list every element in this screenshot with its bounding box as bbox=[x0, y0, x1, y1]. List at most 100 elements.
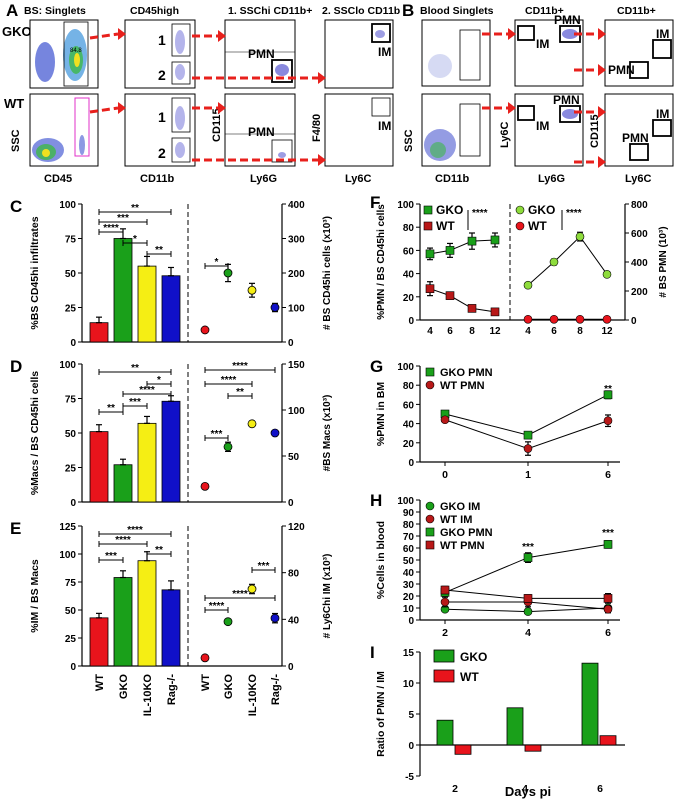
right-y-d-tick-label: 100 bbox=[288, 406, 305, 417]
b-col3-title: CD11b+ bbox=[617, 5, 656, 17]
panel-letter-h: H bbox=[370, 491, 382, 510]
legend-swatch-i-0 bbox=[433, 649, 455, 663]
y-i-tick-label: 10 bbox=[403, 679, 415, 690]
y-h-tick-label: 40 bbox=[403, 568, 415, 579]
right-y-f-tick-label: 400 bbox=[631, 258, 648, 269]
im-label-b4: IM bbox=[656, 107, 669, 121]
bar-c-2 bbox=[137, 265, 157, 343]
x-tick-right-f: 8 bbox=[577, 326, 583, 337]
right-y-e-tick-label: 40 bbox=[288, 615, 300, 626]
plot-b-gko-ly6g bbox=[514, 19, 584, 87]
legend-label-h-0: GKO IM bbox=[440, 501, 480, 513]
dot-e-2 bbox=[247, 584, 257, 594]
sig-e-4: **** bbox=[209, 601, 225, 612]
gate-1-gko: 1 bbox=[158, 32, 166, 48]
dot-c-2 bbox=[247, 285, 257, 295]
pmn-label-b3: PMN bbox=[608, 63, 635, 77]
y-h-tick-label: 70 bbox=[403, 532, 415, 543]
right-y-f-tick-label: 600 bbox=[631, 229, 648, 240]
x-tick-right-f: 12 bbox=[601, 326, 613, 337]
pmn-label-b2: PMN bbox=[553, 93, 580, 107]
right-y-c-tick-label: 0 bbox=[288, 338, 294, 349]
panel-letter-i: I bbox=[370, 643, 375, 662]
dot-e-1 bbox=[223, 617, 233, 627]
sig-d-7: ** bbox=[236, 387, 244, 398]
y-g-tick-label: 40 bbox=[403, 420, 415, 431]
legend-swatch-gko-left bbox=[423, 205, 433, 215]
sig-f-0: **** bbox=[472, 208, 488, 219]
sig-d-0: ** bbox=[131, 363, 139, 374]
left-ylabel-f: %PMN / BS CD45hi cells bbox=[376, 204, 387, 320]
im-label-b2: IM bbox=[536, 119, 549, 133]
dot-d-3 bbox=[270, 428, 280, 438]
x-tick-right-f: 4 bbox=[525, 326, 531, 337]
f-left-wt-point-0 bbox=[425, 284, 435, 293]
ylabel-g: %PMN in BM bbox=[375, 382, 387, 446]
left-y-e-tick-label: 0 bbox=[70, 662, 76, 673]
axis-x-cd45: CD45 bbox=[44, 173, 72, 185]
legend-label-h-3: WT PMN bbox=[440, 540, 485, 552]
bar-e-1 bbox=[113, 577, 133, 667]
left-y-c-tick-label: 25 bbox=[65, 304, 77, 315]
col2-title: CD45high bbox=[130, 5, 179, 17]
panel-f-chart: F 0 20 40 60 80 100 0 200 400 600 800 %PMN / BS CD45… bbox=[350, 190, 676, 350]
dot-x-label-1: GKO bbox=[223, 674, 235, 700]
sig-e-6: **** bbox=[232, 589, 248, 600]
y-g-tick-label: 60 bbox=[403, 400, 415, 411]
axis-y-ssc-b: SSC bbox=[403, 129, 415, 152]
panel-e-chart: E 0 25 50 75 100 125 0 40 80 120 %IM / BS Macs # Ly6… bbox=[0, 512, 350, 800]
right-y-c-tick-label: 300 bbox=[288, 235, 305, 246]
axis-x-ly6g-a: Ly6G bbox=[250, 173, 277, 185]
dot-x-label-2: IL-10KO bbox=[247, 674, 259, 717]
legend-label-h-1: WT IM bbox=[440, 514, 472, 526]
f-right-wt-point-2 bbox=[575, 314, 585, 324]
f-left-wt-line bbox=[429, 288, 496, 313]
series-g-0-point-1 bbox=[523, 430, 533, 440]
series-h-1-point-2 bbox=[603, 604, 613, 614]
dot-d-0 bbox=[200, 481, 210, 491]
right-y-e-tick-label: 0 bbox=[288, 662, 294, 673]
panel-c-chart: C 0 25 50 75 100 0 100 200 300 400 %BS CD45hi infil… bbox=[0, 190, 350, 350]
left-y-d-tick-label: 25 bbox=[65, 464, 77, 475]
f-right-gko-line bbox=[527, 235, 608, 286]
bar-d-2 bbox=[137, 422, 157, 503]
legend-label-gko-right: GKO bbox=[528, 203, 555, 217]
plot-a-wt-cd45 bbox=[124, 93, 196, 167]
x-tick-label-h: 6 bbox=[605, 627, 611, 639]
col1-title: BS: Singlets bbox=[24, 5, 86, 17]
sig-d-2: **** bbox=[139, 385, 155, 396]
dot-e-3 bbox=[270, 613, 280, 623]
plot-a-gko-pmn bbox=[224, 19, 296, 89]
sig-e-3: ** bbox=[155, 545, 163, 556]
dot-e-0 bbox=[200, 653, 210, 663]
gko-singlet-pct: 84.8 bbox=[70, 48, 82, 54]
f-left-gko-point-0 bbox=[425, 249, 435, 259]
bar-e-0 bbox=[89, 617, 109, 667]
axis-y-f480-a: F4/80 bbox=[311, 114, 323, 142]
gate-2-wt: 2 bbox=[158, 145, 166, 161]
sig-f-1: **** bbox=[566, 208, 582, 219]
gating-arrows-b bbox=[482, 28, 606, 168]
bar-d-1 bbox=[113, 464, 133, 503]
bar-i-1-1 bbox=[524, 744, 542, 752]
legend-swatch-gko-right bbox=[515, 205, 525, 215]
f-left-gko-point-3 bbox=[490, 235, 500, 245]
gate-2-gko: 2 bbox=[158, 67, 166, 83]
x-tick-label-g: 1 bbox=[525, 469, 531, 481]
legend-label-i-1: WT bbox=[460, 670, 479, 684]
x-label-1: GKO bbox=[118, 674, 130, 700]
x-tick-right-f: 6 bbox=[551, 326, 557, 337]
axis-y-cd115-b: CD115 bbox=[589, 114, 601, 148]
right-y-c-tick-label: 200 bbox=[288, 269, 305, 280]
sig-e-2: *** bbox=[105, 551, 117, 562]
panel-a-flow: A GKO WT BS: Singlets CD45high 1. SSChi … bbox=[0, 0, 410, 190]
x-tick-label-i: 6 bbox=[597, 783, 603, 795]
sig-d-8: *** bbox=[211, 429, 223, 440]
dot-x-label-3: Rag-/- bbox=[270, 674, 282, 706]
left-y-f-tick-label: 20 bbox=[403, 293, 415, 304]
f-right-wt-point-3 bbox=[602, 314, 612, 324]
legend-label-i-0: GKO bbox=[460, 650, 487, 664]
y-g-tick-label: 100 bbox=[397, 362, 414, 373]
axis-x-ly6c-b: Ly6C bbox=[625, 173, 652, 185]
